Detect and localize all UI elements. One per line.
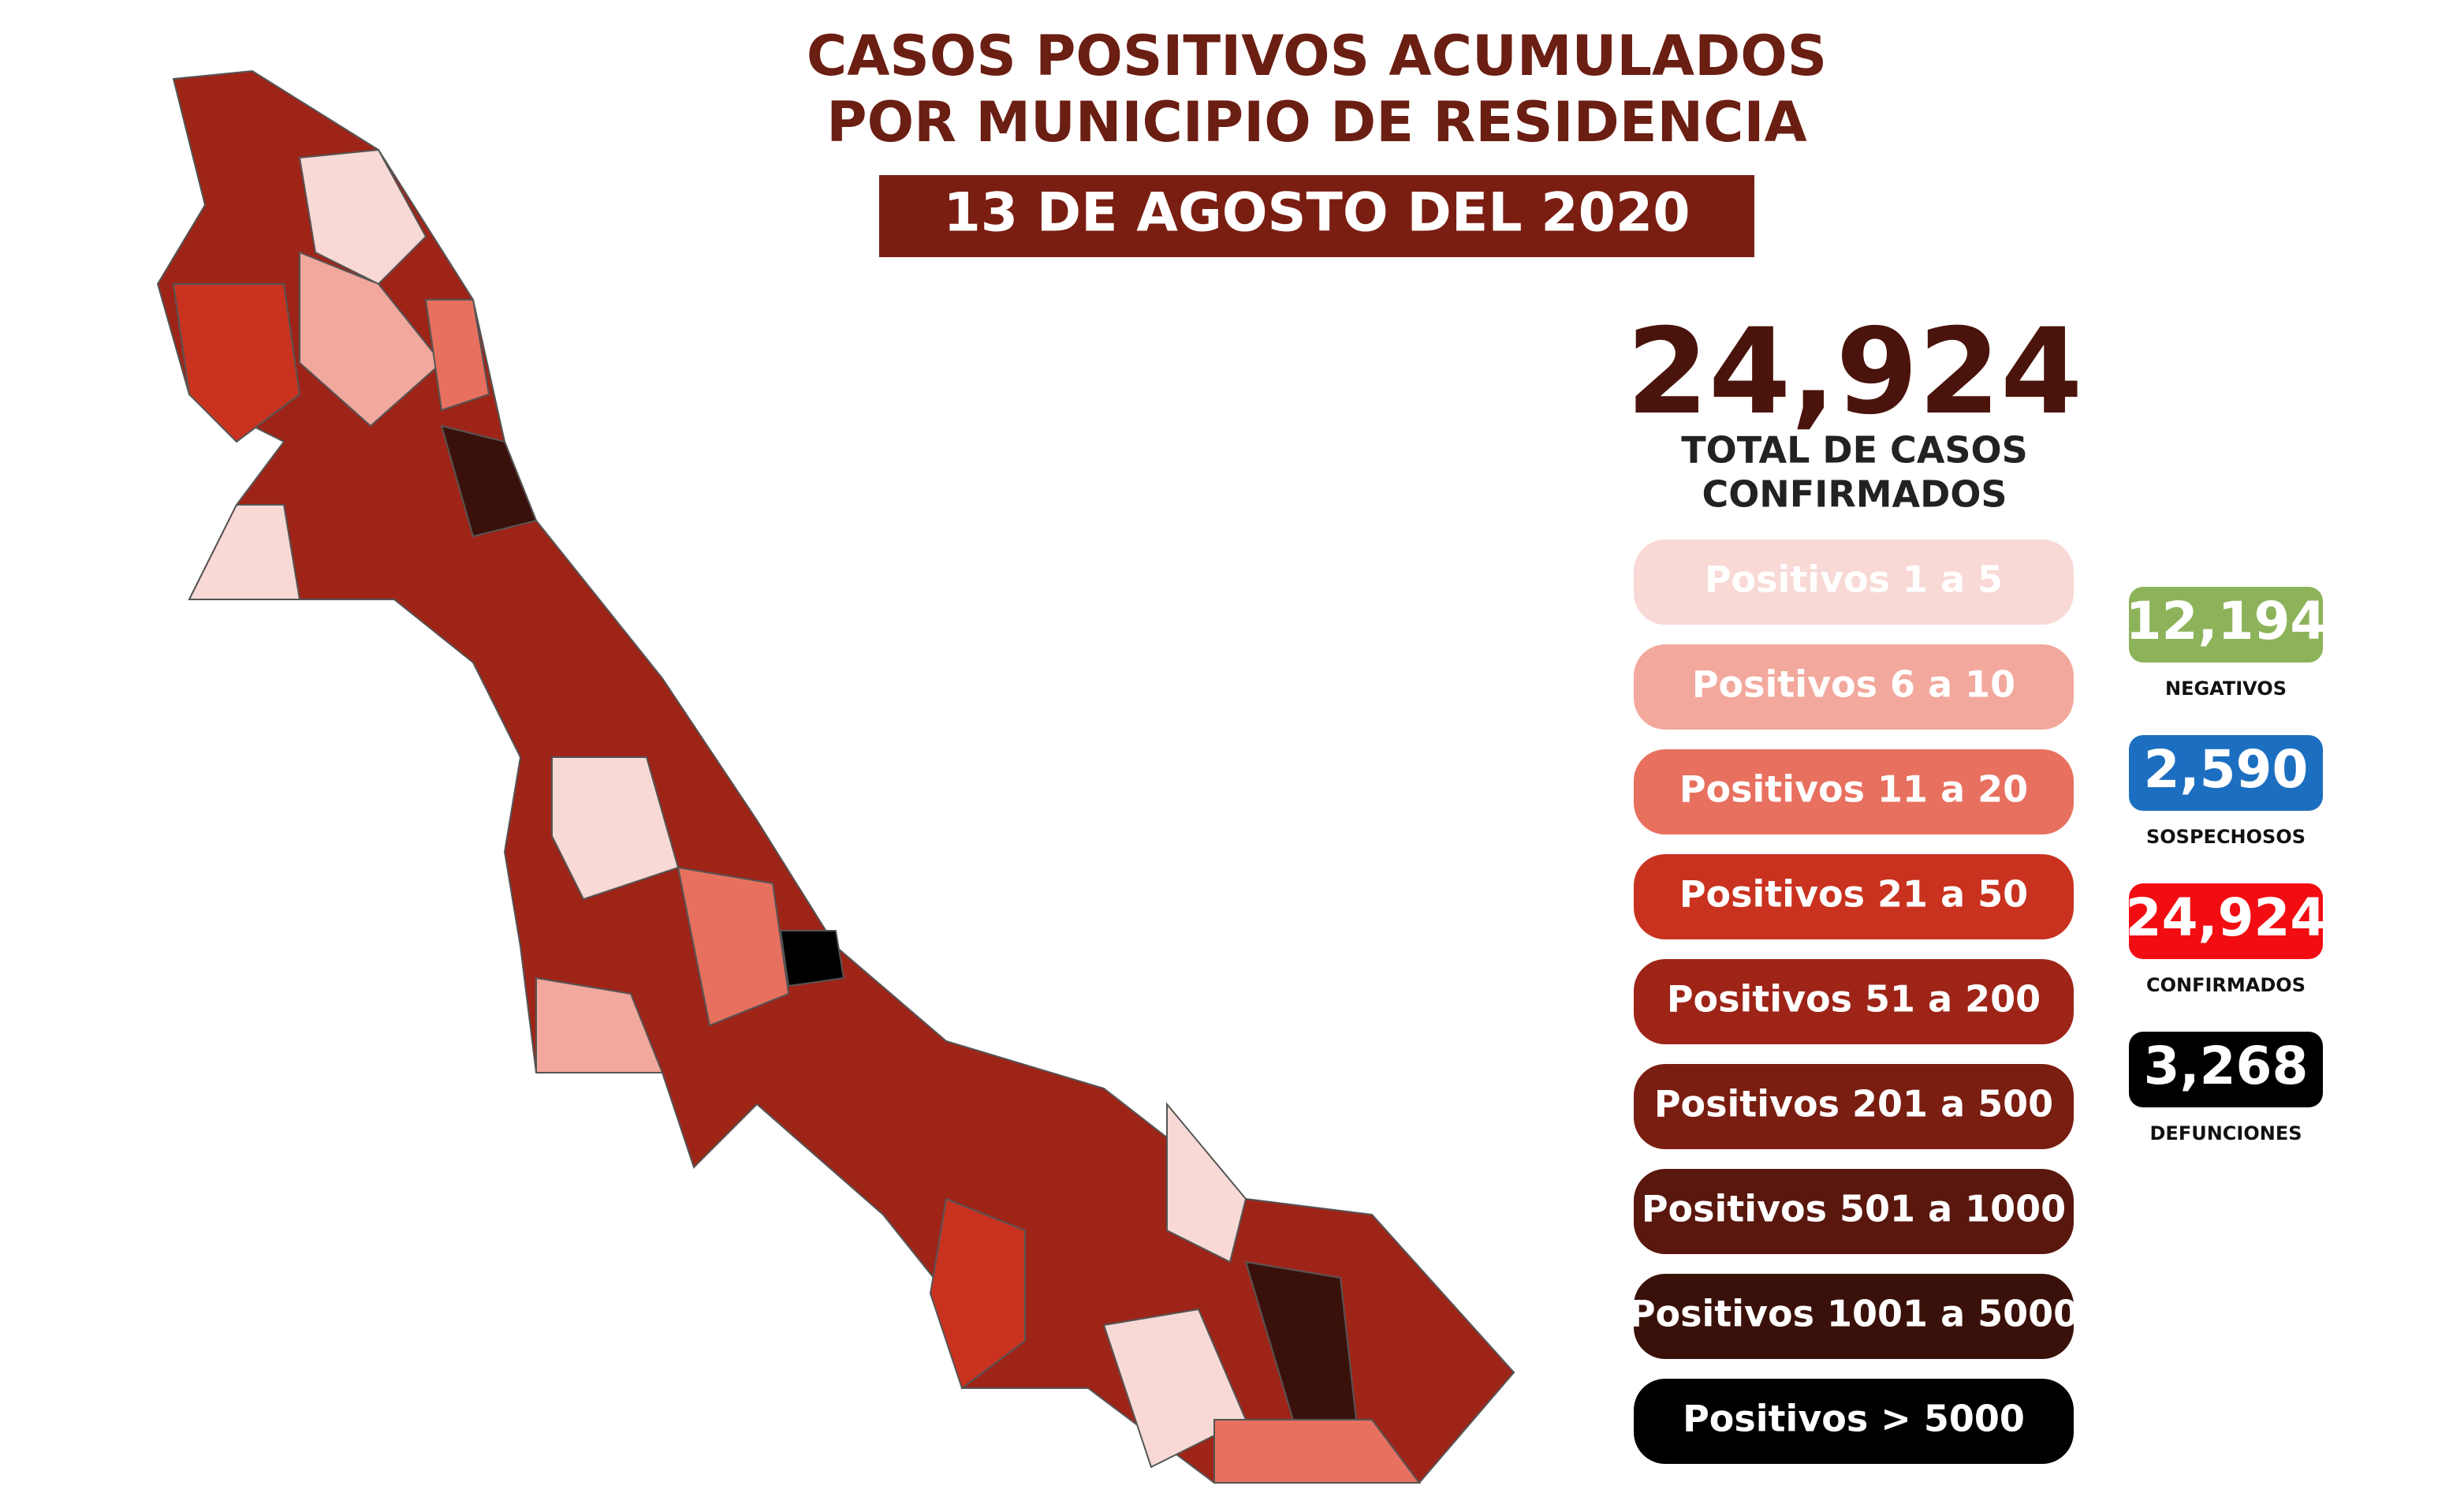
legend-label: Positivos 1001 a 5000 [1629, 1293, 2078, 1335]
stat-box [2129, 883, 2323, 959]
legend-swatch [1634, 854, 2074, 939]
title: CASOS POSITIVOS ACUMULADOS [807, 24, 1827, 88]
region [440, 424, 538, 538]
map [156, 69, 1515, 1484]
region [188, 504, 301, 600]
legend-label: Positivos 51 a 200 [1667, 978, 2041, 1021]
legend-swatch [1634, 1379, 2074, 1464]
title: POR MUNICIPIO DE RESIDENCIA [826, 90, 1806, 155]
legend-label: Positivos 201 a 500 [1654, 1083, 2053, 1126]
legend-swatch [1634, 644, 2074, 730]
date: 13 DE AGOSTO DEL 2020 [943, 182, 1690, 245]
total-label: TOTAL DE CASOS [1681, 429, 2028, 472]
total-value: 24,924 [1627, 304, 2083, 441]
legend-label: Positivos 21 a 50 [1679, 873, 2028, 916]
legend-swatch [1634, 749, 2074, 834]
stat-value: 3,268 [2144, 1036, 2309, 1096]
legend-label: Positivos 501 a 1000 [1642, 1188, 2066, 1230]
region [535, 976, 664, 1073]
region [298, 148, 427, 286]
region [1166, 1102, 1247, 1264]
total-label: CONFIRMADOS [1702, 473, 2007, 516]
stat-label: CONFIRMADOS [2146, 974, 2306, 996]
legend: Positivos 1 a 5 Positivos 6 a 10 Positivos… [1629, 539, 2078, 1464]
date-box [879, 175, 1754, 257]
legend-label: Positivos 6 a 10 [1692, 663, 2015, 706]
legend-swatch [1634, 959, 2074, 1044]
stat-label: SOSPECHOSOS [2146, 826, 2306, 848]
stat-value: 24,924 [2126, 887, 2327, 948]
stat-label: DEFUNCIONES [2150, 1122, 2302, 1144]
stat-label: NEGATIVOS [2165, 678, 2287, 700]
region [929, 1197, 1026, 1390]
stat-box [2129, 587, 2323, 663]
legend-label: Positivos > 5000 [1683, 1398, 2025, 1440]
stat-box [2129, 735, 2323, 811]
stat-value: 12,194 [2126, 591, 2327, 651]
region [1213, 1419, 1421, 1484]
stat-value: 2,590 [2144, 739, 2309, 800]
region [299, 251, 443, 427]
region [779, 930, 845, 987]
region [424, 299, 490, 412]
legend-swatch [1634, 1274, 2074, 1359]
legend-swatch [1634, 1064, 2074, 1149]
stat-box [2129, 1032, 2323, 1107]
stats: 12,194 NEGATIVOS 2,590 SOSPECHOSOS 24,924 CON… [2126, 587, 2327, 1144]
region [551, 756, 680, 901]
legend-swatch [1634, 539, 2074, 625]
legend-label: Positivos 11 a 20 [1679, 768, 2028, 811]
region [677, 866, 790, 1027]
region [172, 283, 301, 443]
legend-swatch [1634, 1169, 2074, 1254]
legend-label: Positivos 1 a 5 [1705, 558, 2003, 601]
